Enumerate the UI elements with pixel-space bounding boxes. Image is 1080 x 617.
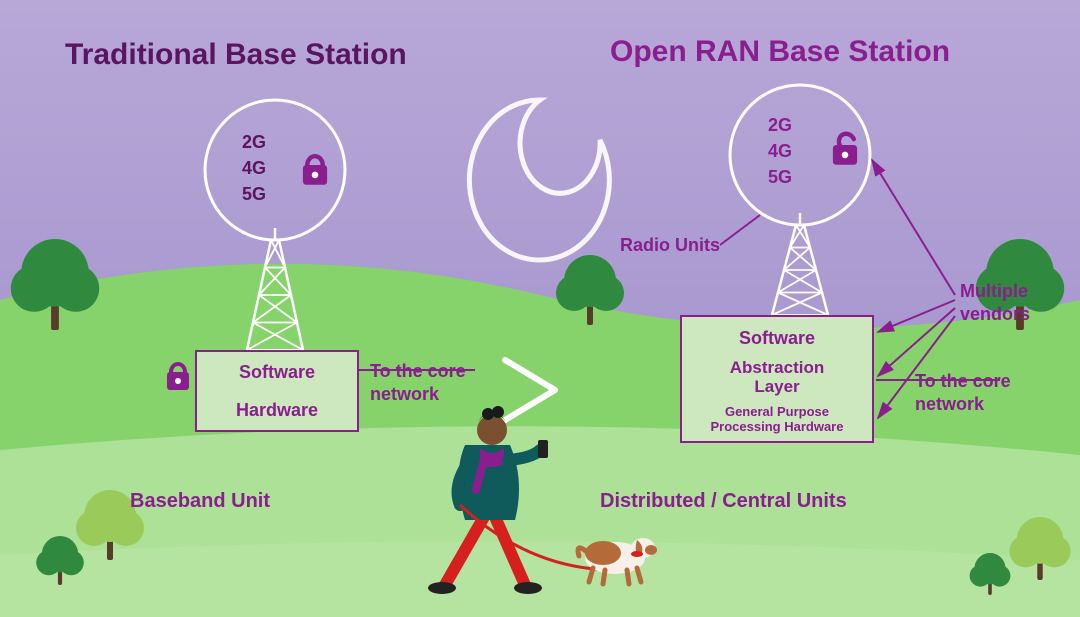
diagram-stage: Traditional Base Station Open RAN Base S… (0, 0, 1080, 617)
left-band-1: 4G (242, 158, 266, 179)
left-stack-0: Software (195, 350, 359, 394)
right-footer: Distributed / Central Units (600, 490, 847, 513)
left-band-2: 5G (242, 184, 266, 205)
left-core-note: To the core network (370, 360, 466, 405)
radio-units-label: Radio Units (620, 235, 720, 256)
right-band-2: 5G (768, 167, 792, 188)
right-core-note: To the core network (915, 370, 1011, 415)
left-band-0: 2G (242, 132, 266, 153)
vendors-note: Multiple vendors (960, 280, 1030, 325)
right-title: Open RAN Base Station (610, 35, 950, 69)
scene-svg (0, 0, 1080, 617)
right-band-1: 4G (768, 141, 792, 162)
right-stack-1: Abstraction Layer (680, 357, 874, 401)
left-title: Traditional Base Station (65, 38, 407, 72)
right-stack-0: Software (680, 315, 874, 361)
right-band-0: 2G (768, 115, 792, 136)
left-footer: Baseband Unit (130, 490, 270, 513)
left-stack-1: Hardware (195, 390, 359, 432)
right-stack-2: General Purpose Processing Hardware (680, 399, 874, 443)
